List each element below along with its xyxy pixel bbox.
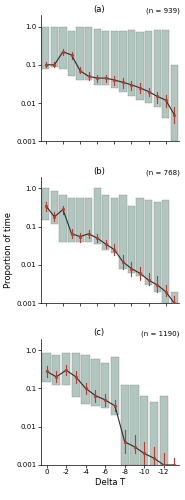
Bar xyxy=(150,402,158,465)
Bar xyxy=(111,358,119,415)
Bar xyxy=(76,26,84,80)
Text: (a): (a) xyxy=(93,4,105,14)
Bar xyxy=(62,353,70,386)
Bar xyxy=(160,396,168,465)
Bar xyxy=(140,396,148,465)
Bar xyxy=(111,198,118,254)
Bar xyxy=(52,355,60,386)
Bar xyxy=(85,198,92,242)
Bar xyxy=(72,353,80,397)
Text: (n = 939): (n = 939) xyxy=(146,7,179,14)
Bar xyxy=(119,32,127,92)
Bar xyxy=(121,386,129,465)
Bar xyxy=(82,355,90,404)
Bar xyxy=(68,32,75,76)
Bar xyxy=(42,353,51,382)
Text: Proportion of time: Proportion of time xyxy=(4,212,13,288)
Bar xyxy=(119,196,127,268)
Bar xyxy=(94,188,101,244)
Text: (b): (b) xyxy=(93,166,105,175)
Bar xyxy=(171,65,178,142)
Bar xyxy=(145,200,152,285)
Bar xyxy=(91,358,100,406)
Bar xyxy=(51,191,58,224)
Bar xyxy=(162,30,169,118)
Bar xyxy=(128,30,135,96)
Bar xyxy=(154,202,161,292)
Bar xyxy=(102,196,110,250)
Bar xyxy=(68,198,75,242)
Text: (c): (c) xyxy=(93,328,105,338)
Bar xyxy=(102,32,110,85)
Bar xyxy=(51,26,58,66)
Text: (n = 768): (n = 768) xyxy=(146,169,179,175)
Bar xyxy=(171,292,178,303)
Bar xyxy=(145,32,152,103)
Bar xyxy=(136,32,144,100)
Bar xyxy=(154,30,161,107)
Bar xyxy=(101,364,109,408)
Bar xyxy=(59,196,67,242)
Bar xyxy=(111,32,118,88)
Bar xyxy=(76,198,84,242)
Bar xyxy=(130,386,139,465)
Text: (n = 1190): (n = 1190) xyxy=(141,331,179,338)
Bar xyxy=(128,206,135,274)
Bar xyxy=(94,29,101,85)
X-axis label: Delta T: Delta T xyxy=(95,478,125,487)
Bar xyxy=(42,26,49,68)
Bar xyxy=(85,26,92,80)
Bar xyxy=(162,200,169,303)
Bar xyxy=(136,198,144,276)
Bar xyxy=(42,188,49,220)
Bar xyxy=(59,26,67,68)
